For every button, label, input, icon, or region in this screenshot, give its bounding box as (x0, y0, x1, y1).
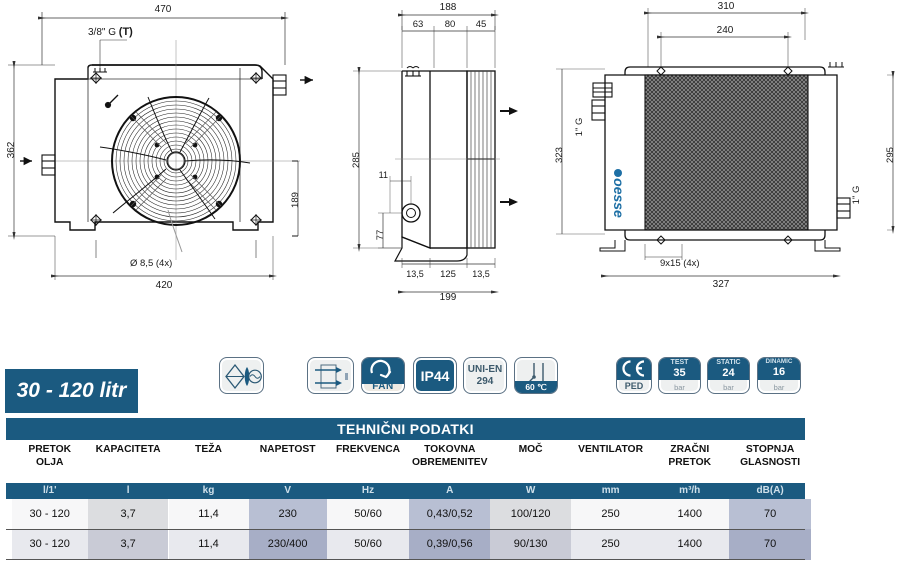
svg-text:45: 45 (476, 19, 487, 30)
svg-text:63: 63 (413, 19, 424, 30)
svg-text:240: 240 (717, 25, 734, 36)
svg-text:310: 310 (718, 1, 735, 12)
svg-text:11: 11 (379, 170, 388, 180)
svg-text:13,5: 13,5 (472, 269, 490, 279)
svg-text:295: 295 (885, 147, 896, 163)
svg-text:188: 188 (440, 2, 457, 13)
svg-text:327: 327 (713, 279, 730, 290)
svg-text:362: 362 (6, 141, 17, 158)
svg-text:285: 285 (351, 152, 362, 168)
svg-text:125: 125 (440, 269, 456, 280)
svg-text:9x15 (4x): 9x15 (4x) (660, 258, 700, 269)
svg-text:323: 323 (554, 147, 565, 163)
svg-text:189: 189 (290, 192, 301, 208)
svg-text:13,5: 13,5 (406, 269, 424, 279)
svg-text:80: 80 (445, 19, 456, 30)
svg-text:oesse: oesse (611, 178, 627, 218)
svg-text:1" G: 1" G (851, 186, 862, 205)
svg-text:3/8" G (T): 3/8" G (T) (88, 26, 133, 38)
svg-text:Ø 8,5 (4x): Ø 8,5 (4x) (130, 258, 172, 269)
svg-text:420: 420 (156, 280, 173, 291)
svg-text:77: 77 (375, 230, 386, 241)
svg-text:1" G: 1" G (574, 118, 585, 137)
svg-text:199: 199 (440, 292, 457, 303)
svg-text:470: 470 (155, 4, 172, 15)
